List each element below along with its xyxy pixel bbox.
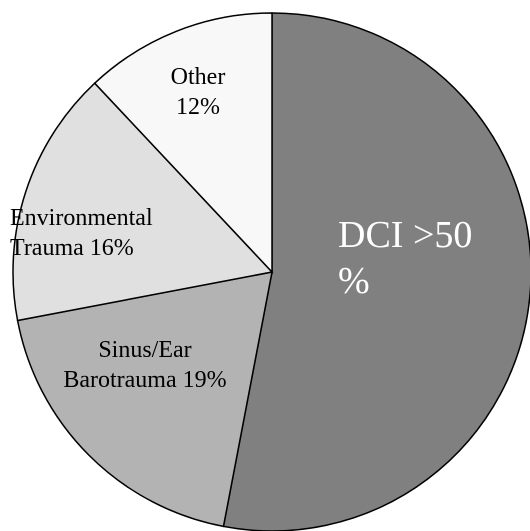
value-label: 16% [89, 235, 134, 261]
slice-label: Sinus/Ear Barotrauma 19% [60, 335, 230, 395]
category-label: Sinus/Ear Barotrauma [63, 337, 192, 393]
slice-label: Other 12% [148, 62, 248, 122]
slice-label: DCI >50 % [338, 212, 478, 304]
pie-slice [93, 12, 273, 274]
value-label: 19% [182, 367, 227, 393]
pie-slice [16, 271, 273, 528]
category-label: DCI [338, 214, 404, 256]
category-label: Environmental Trauma [10, 205, 153, 261]
value-label: 12% [176, 94, 220, 120]
slice-label: Environmental Trauma 16% [10, 203, 210, 263]
value-label: >50 % [338, 214, 473, 302]
category-label: Other [170, 64, 226, 90]
pie-slice [12, 82, 274, 322]
